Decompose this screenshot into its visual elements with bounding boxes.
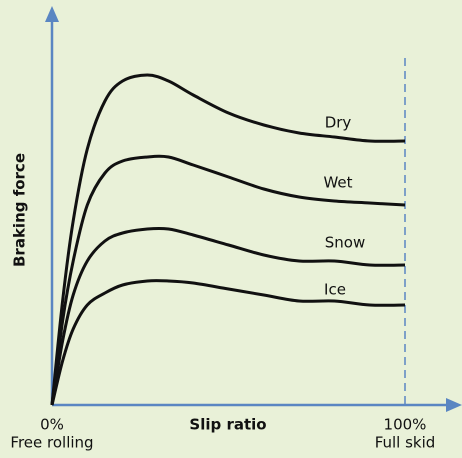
curve <box>50 154 406 406</box>
y-axis-label: Braking force <box>11 153 29 267</box>
curve <box>50 73 406 406</box>
series-label: Ice <box>324 281 346 299</box>
x-axis-arrow <box>446 398 462 412</box>
curve <box>50 279 406 406</box>
x-tick-label: 0% <box>40 416 64 434</box>
x-tick-label: 100% <box>384 416 427 434</box>
x-tick-sublabel: Full skid <box>375 434 436 452</box>
x-tick-sublabel: Free rolling <box>10 434 93 452</box>
series-label: Dry <box>325 114 352 132</box>
series-label: Wet <box>323 174 352 192</box>
x-axis-label: Slip ratio <box>189 416 266 434</box>
series-label: Snow <box>325 234 365 252</box>
curve <box>50 226 406 406</box>
y-axis-arrow <box>45 6 59 22</box>
